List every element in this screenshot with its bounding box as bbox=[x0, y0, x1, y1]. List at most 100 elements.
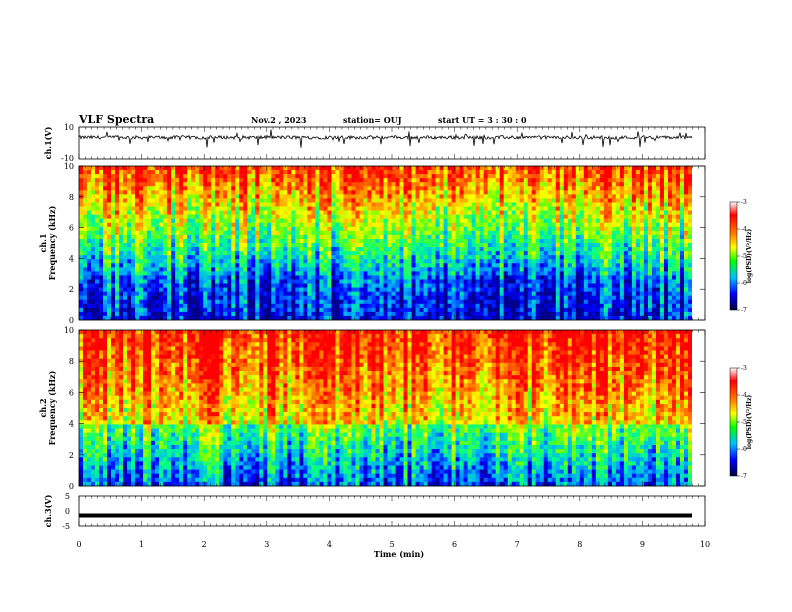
ch1-spectrogram-cell bbox=[231, 311, 236, 317]
ch1-spectrogram-cell bbox=[155, 247, 160, 252]
ch1-spectrogram-cell bbox=[483, 271, 488, 276]
ch1-spectrogram-cell bbox=[559, 222, 565, 228]
ch1-spectrogram-cell bbox=[299, 279, 304, 284]
ch1-spectrogram-cell bbox=[399, 315, 404, 321]
ch1-spectrogram-cell bbox=[523, 194, 529, 199]
ch1-spectrogram-cell bbox=[355, 230, 360, 236]
ch1-spectrogram-cell bbox=[159, 230, 164, 236]
ch1-spectrogram-cell bbox=[187, 307, 192, 313]
ch1-spectrogram-cell bbox=[399, 259, 404, 264]
ch1-spectrogram-cell bbox=[399, 251, 404, 256]
ch1-spectrogram-cell bbox=[531, 251, 537, 256]
ch1-spectrogram-cell bbox=[459, 218, 464, 224]
ch1-spectrogram-cell bbox=[91, 295, 96, 301]
ch1-spectrogram-cell bbox=[187, 190, 192, 195]
ch1-spectrogram-cell bbox=[275, 291, 280, 296]
ch1-spectrogram-cell bbox=[367, 275, 372, 280]
ch1-spectrogram-cell bbox=[219, 295, 224, 301]
ch1-spectrogram-cell bbox=[459, 222, 464, 228]
ch1-spectrogram-cell bbox=[207, 311, 212, 317]
ch1-spectrogram-cell bbox=[207, 218, 212, 224]
ch1-spectrogram-cell bbox=[127, 303, 132, 309]
ch1-spectrogram-cell bbox=[115, 267, 120, 272]
ch1-spectrogram-cell bbox=[107, 230, 112, 236]
ch1-spectrogram-cell bbox=[403, 307, 408, 313]
ch1-spectrogram-cell bbox=[571, 202, 577, 207]
ch1-spectrogram-cell bbox=[587, 222, 593, 228]
ch1-spectrogram-cell bbox=[223, 226, 228, 232]
ch1-spectrogram-cell bbox=[455, 234, 460, 240]
ch1-spectrogram-cell bbox=[499, 283, 504, 288]
ch1-spectrogram-cell bbox=[455, 295, 460, 301]
ch1-spectrogram-cell bbox=[171, 255, 176, 260]
ch1-spectrogram-cell bbox=[83, 222, 88, 228]
ch1-spectrogram-cell bbox=[499, 247, 504, 252]
ch1-spectrogram-cell bbox=[367, 303, 372, 309]
ch1-spectrogram-cell bbox=[91, 238, 96, 244]
ch1-spectrogram-cell bbox=[83, 210, 88, 215]
ch1-spectrogram-cell bbox=[151, 255, 156, 260]
ch1-spectrogram-cell bbox=[355, 287, 360, 292]
ch1-spectrogram-cell bbox=[263, 263, 268, 268]
ch1-spectrogram-cell bbox=[411, 234, 416, 240]
ch1-spectrogram-cell bbox=[255, 234, 260, 240]
ch1-spectrogram-cell bbox=[439, 210, 444, 215]
ch1-spectrogram-cell bbox=[367, 243, 372, 248]
ch1-spectrogram-cell bbox=[159, 234, 164, 240]
ch1-spectrogram-cell bbox=[123, 202, 128, 207]
ch1-spectrogram-cell bbox=[395, 190, 400, 195]
ch1-spectrogram-cell bbox=[207, 194, 212, 199]
ch1-spectrogram-cell bbox=[363, 214, 368, 219]
ch1-spectrogram-cell bbox=[227, 299, 232, 305]
ch1-spectrogram-cell bbox=[531, 303, 537, 309]
ch1-spectrogram-cell bbox=[543, 182, 549, 187]
ch1-spectrogram-cell bbox=[239, 186, 244, 191]
ch1-spectrogram-cell bbox=[407, 311, 412, 317]
ch1-spectrogram-cell bbox=[535, 222, 541, 228]
ch1-spectrogram-cell bbox=[567, 271, 573, 276]
ch1-spectrogram-cell bbox=[367, 210, 372, 215]
ch1-spectrogram-cell bbox=[103, 307, 108, 313]
ch1-spectrogram-cell bbox=[543, 283, 549, 288]
ch1-spectrogram-cell bbox=[403, 186, 408, 191]
ch1-spectrogram-cell bbox=[351, 311, 356, 317]
ch1-spectrogram-cell bbox=[103, 291, 108, 296]
ch1-spectrogram-cell bbox=[595, 190, 601, 195]
ch1-spectrogram-cell bbox=[215, 202, 220, 207]
ch1-spectrogram-cell bbox=[139, 279, 144, 284]
ch1-spectrogram-cell bbox=[571, 243, 577, 248]
ch1-spectrogram-cell bbox=[79, 299, 84, 305]
ch1-spectrogram-cell bbox=[303, 234, 308, 240]
ch1-spectrogram-cell bbox=[471, 186, 476, 191]
ch1-spectrogram-cell bbox=[495, 222, 500, 228]
ch1-spectrogram-cell bbox=[391, 226, 396, 232]
ch1-spectrogram-cell bbox=[503, 311, 508, 317]
ch1-spectrogram-cell bbox=[339, 218, 344, 224]
ch1-spectrogram-cell bbox=[215, 275, 220, 280]
ch1-spectrogram-cell bbox=[255, 275, 260, 280]
ch1-spectrogram-cell bbox=[363, 271, 368, 276]
ch1-spectrogram-cell bbox=[479, 166, 484, 171]
ch1-spectrogram-cell bbox=[495, 186, 500, 191]
ch1-spectrogram-cell bbox=[107, 206, 112, 211]
ch1-spectrogram-cell bbox=[351, 230, 356, 236]
ch1-spectrogram-cell bbox=[371, 275, 376, 280]
ch1-spectrogram-cell bbox=[203, 234, 208, 240]
ch1-spectrogram-cell bbox=[371, 230, 376, 236]
ch1-spectrogram-cell bbox=[251, 267, 256, 272]
ch1-spectrogram-cell bbox=[543, 186, 549, 191]
ch1-spectrogram-cell bbox=[263, 271, 268, 276]
ch1-spectrogram-cell bbox=[411, 267, 416, 272]
ch1-spectrogram-cell bbox=[591, 210, 597, 215]
ch1-spectrogram-cell bbox=[395, 315, 400, 321]
ch1-spectrogram-cell bbox=[439, 182, 444, 187]
ch1-spectrogram-cell bbox=[175, 230, 180, 236]
ch1-spectrogram-cell bbox=[563, 303, 569, 309]
ch1-spectrogram-cell bbox=[171, 190, 176, 195]
ch1-spectrogram-cell bbox=[583, 279, 589, 284]
ch1-spectrogram-cell bbox=[247, 178, 252, 183]
ch1-spectrogram-cell bbox=[211, 291, 216, 296]
ch1-spectrogram-cell bbox=[111, 283, 116, 288]
ch1-spectrogram-cell bbox=[567, 243, 573, 248]
ch1-spectrogram-cell bbox=[267, 214, 272, 219]
